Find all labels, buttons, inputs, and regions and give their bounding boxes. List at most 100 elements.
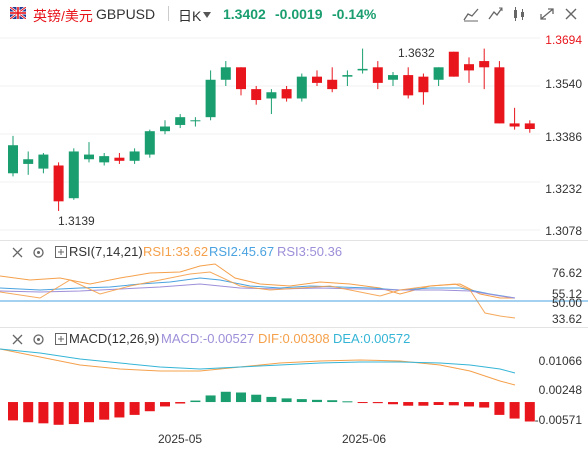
pane-divider — [0, 240, 588, 241]
macd-bar — [418, 402, 429, 406]
candle-body — [175, 117, 186, 125]
price-change-pct: -0.14% — [332, 6, 377, 22]
candle-body — [160, 126, 170, 132]
uk-flag-icon — [10, 7, 26, 19]
candle-body — [524, 123, 535, 130]
macd-title: MACD(12,26,9) — [69, 331, 160, 346]
candle-settings-icon[interactable] — [510, 6, 528, 22]
candle-body — [99, 156, 110, 163]
macd-bar — [357, 402, 368, 404]
y-label-3: 1.3386 — [545, 130, 582, 144]
x-label-may: 2025-05 — [158, 432, 203, 446]
candle-body — [190, 120, 201, 122]
y-label-2: 1.3540 — [545, 77, 582, 91]
rsi-y-label-4: 33.62 — [551, 312, 582, 326]
rsi-chart[interactable] — [0, 258, 588, 326]
candle-body — [68, 151, 79, 199]
macd-bar — [403, 402, 414, 406]
candle-body — [23, 159, 34, 164]
candle-body — [53, 165, 64, 202]
macd-bar — [23, 402, 34, 423]
high-price-marker: 1.3632 — [398, 46, 435, 60]
rsi-title: RSI(7,14,21) — [69, 244, 143, 259]
macd-bar — [251, 394, 262, 403]
y-label-1: 1.3694 — [545, 33, 582, 47]
macd-bar — [296, 399, 307, 403]
candle-body — [129, 151, 140, 161]
macd-bar — [448, 402, 459, 406]
macd-bar — [175, 402, 186, 404]
macd-bar — [372, 402, 383, 404]
candle-body — [236, 67, 246, 90]
rsi-header: RSI(7,14,21) RSI1:33.62 RSI2:45.67 RSI3:… — [0, 242, 588, 262]
candle-body — [494, 67, 505, 124]
candle-body — [205, 79, 216, 118]
macd-bar — [524, 402, 535, 422]
candle-body — [38, 154, 49, 169]
macd-bar — [68, 402, 79, 425]
candle-body — [403, 75, 414, 96]
close-icon[interactable] — [12, 247, 23, 258]
chart-header: 英镑/美元 GBPUSD 日K 1.3402 -0.0019 -0.14% — [0, 0, 588, 28]
macd-bar — [38, 402, 49, 424]
dea-value: DEA:0.00572 — [333, 331, 411, 346]
candle-body — [372, 67, 383, 83]
candle-body — [114, 157, 125, 161]
rsi-y-label-3: 50.00 — [551, 296, 582, 310]
macd-bar — [342, 401, 353, 403]
candle-body — [464, 64, 474, 71]
candle-body — [479, 61, 490, 68]
candle-body — [342, 75, 353, 77]
candle-body — [251, 89, 262, 101]
macd-bar — [312, 399, 322, 403]
candle-body — [327, 79, 338, 90]
rsi1-value: RSI1:33.62 — [143, 244, 209, 259]
rsi-y-label-1: 76.62 — [551, 266, 582, 280]
chevron-down-icon[interactable] — [203, 12, 211, 18]
macd-bar — [114, 402, 125, 418]
low-price-marker: 1.3139 — [58, 214, 95, 228]
macd-y-label-3: -0.00571 — [534, 413, 582, 427]
macd-bar — [433, 402, 444, 405]
macd-bar — [144, 402, 155, 412]
price-change: -0.0019 — [275, 6, 323, 22]
gear-icon[interactable] — [32, 246, 45, 259]
candlestick-chart[interactable] — [0, 28, 588, 240]
macd-bar — [388, 402, 398, 405]
plus-box-icon[interactable] — [55, 246, 67, 258]
candle-body — [296, 76, 307, 99]
macd-bar — [494, 402, 505, 415]
dif-value: DIF:0.00308 — [258, 331, 330, 346]
macd-bar — [8, 402, 18, 421]
candle-body — [84, 154, 94, 160]
candle-chart-icon[interactable] — [486, 6, 504, 22]
last-price: 1.3402 — [223, 6, 266, 22]
macd-bar — [236, 392, 246, 403]
macd-bar — [266, 396, 277, 403]
rsi-y-label-2: 55.12 — [551, 287, 582, 301]
macd-chart[interactable] — [0, 345, 588, 430]
expand-icon[interactable] — [538, 6, 556, 22]
pair-name[interactable]: 英镑/美元 — [33, 8, 93, 24]
gear-icon[interactable] — [32, 333, 45, 346]
candle-body — [433, 67, 444, 80]
period-selector[interactable]: 日K — [178, 8, 202, 24]
candle-body — [448, 51, 459, 77]
x-label-june: 2025-06 — [342, 432, 387, 446]
candle-body — [312, 76, 322, 83]
area-chart-icon[interactable] — [462, 6, 480, 22]
close-icon[interactable] — [562, 6, 580, 22]
divider — [168, 6, 169, 21]
rsi2-value: RSI2:45.67 — [209, 244, 275, 259]
pane-divider — [0, 327, 588, 328]
macd-bar — [509, 402, 520, 419]
macd-value: MACD:-0.00527 — [161, 331, 255, 346]
macd-bar — [99, 402, 110, 420]
close-icon[interactable] — [12, 334, 23, 345]
macd-bar — [327, 400, 338, 403]
plus-box-icon[interactable] — [55, 333, 67, 345]
candle-body — [357, 68, 368, 71]
macd-y-label-1: 0.01066 — [538, 354, 582, 368]
rsi3-value: RSI3:50.36 — [277, 244, 343, 259]
macd-y-label-2: 0.00248 — [538, 383, 582, 397]
